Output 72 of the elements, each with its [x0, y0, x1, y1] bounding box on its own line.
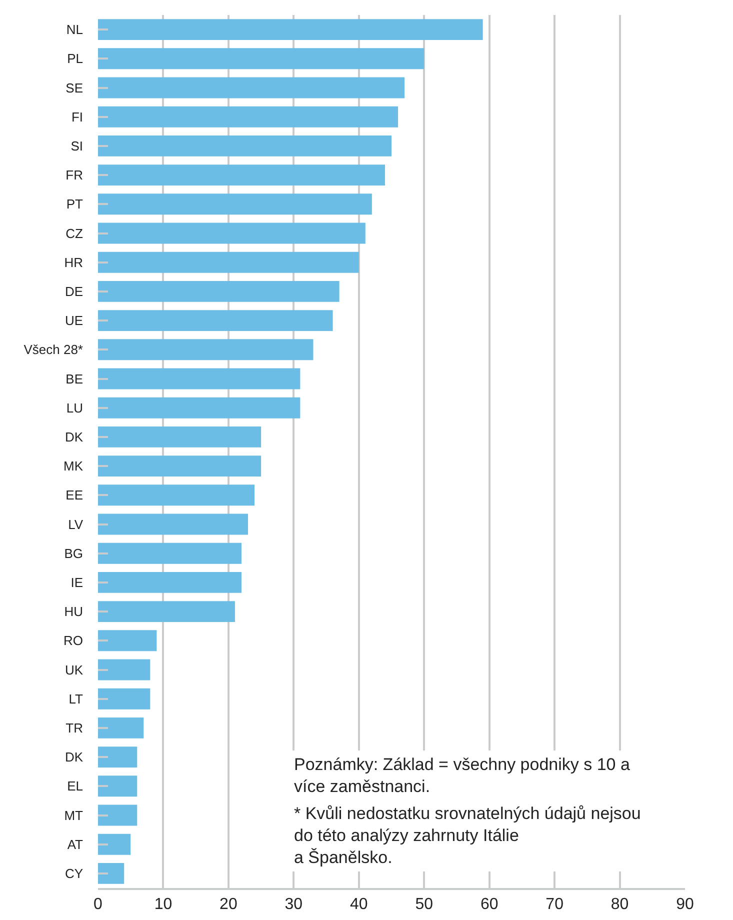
y-tick-label: MT	[64, 808, 84, 823]
y-tick-label: Všech 28*	[24, 342, 83, 358]
y-tick-label: LV	[68, 516, 84, 532]
bar	[98, 194, 372, 215]
x-tick-label: 80	[610, 896, 629, 914]
x-tick-label: 70	[546, 896, 564, 914]
y-tick-label: SE	[66, 80, 84, 96]
bar	[98, 776, 138, 797]
bar	[98, 222, 366, 244]
bar	[98, 135, 392, 156]
bar	[98, 659, 150, 680]
bar	[98, 397, 300, 418]
y-tick-label: SI	[70, 138, 83, 154]
x-tick-label: 30	[284, 896, 303, 914]
bar	[98, 717, 144, 738]
y-tick-label: EL	[67, 778, 83, 794]
y-tick-label: BG	[64, 546, 83, 561]
y-tick-label: DK	[64, 430, 84, 444]
y-tick-label: UE	[64, 313, 84, 328]
y-tick-label: HR	[64, 254, 83, 270]
y-tick-label: TR	[66, 720, 83, 736]
annotation: * Kvůli nedostatku srovnatelných údajů nejsou do této analýzy zahrnuty Itálie a Španělsko.	[294, 804, 641, 868]
bar	[98, 484, 255, 506]
bar	[98, 164, 385, 186]
y-tick-label: MK	[64, 458, 84, 474]
y-tick-label: FI	[71, 109, 83, 124]
bar	[98, 514, 248, 535]
y-tick-label: EE	[66, 488, 84, 503]
y-tick-label: CY	[64, 866, 84, 881]
y-tick-label: AT	[67, 836, 84, 852]
x-tick-label: 60	[480, 896, 498, 914]
x-tick-label: 20	[220, 896, 238, 914]
bar	[98, 542, 242, 564]
x-tick-label: 10	[154, 896, 172, 914]
bar	[98, 601, 235, 622]
bar	[98, 19, 483, 40]
bar	[98, 368, 300, 390]
y-tick-label: FR	[66, 168, 83, 183]
bar	[98, 77, 405, 98]
bar	[98, 426, 262, 448]
annotation: Poznámky: Základ = všechny podniky s 10 a více zaměstnanci.	[294, 755, 630, 796]
bar	[98, 572, 242, 593]
bar	[98, 106, 398, 128]
y-tick-label: UK	[64, 662, 84, 678]
y-tick-label: DK	[64, 750, 84, 765]
y-tick-label: IE	[70, 575, 84, 590]
x-tick-label: 50	[415, 896, 434, 914]
y-tick-label: CZ	[66, 226, 84, 241]
y-tick-label: LT	[68, 691, 84, 706]
bar	[98, 834, 131, 855]
y-tick-label: PT	[66, 196, 84, 212]
y-tick-label: HU	[64, 604, 83, 620]
bar	[98, 804, 138, 826]
bar	[98, 339, 314, 360]
bar	[98, 310, 333, 332]
y-tick-label: DE	[64, 284, 84, 299]
bar	[98, 252, 359, 273]
bar	[98, 280, 340, 302]
x-tick-label: 40	[350, 896, 368, 914]
y-tick-label: BE	[66, 371, 84, 386]
bar	[98, 456, 262, 477]
bar	[98, 48, 424, 70]
bar	[98, 630, 157, 652]
y-tick-label: RO	[64, 633, 83, 648]
bar	[98, 746, 138, 768]
x-tick-label: 0	[94, 896, 103, 914]
y-tick-label: LU	[66, 400, 83, 416]
x-tick-label: 90	[676, 896, 694, 914]
y-tick-label: PL	[67, 51, 83, 66]
bar	[98, 862, 124, 884]
bar	[98, 688, 150, 710]
y-tick-label: NL	[66, 22, 83, 38]
